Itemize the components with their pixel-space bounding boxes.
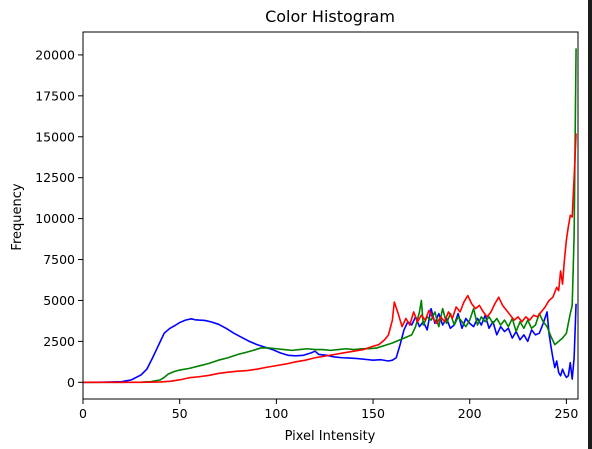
x-tick-label: 50 <box>172 406 188 421</box>
y-tick-label: 7500 <box>43 252 75 267</box>
y-ticks: 0 2500 5000 7500 10000 12500 15000 17500 20000 <box>35 47 83 390</box>
red-channel-line <box>83 133 577 384</box>
window-edge <box>588 0 592 449</box>
y-tick-label: 17500 <box>35 88 75 103</box>
x-tick-label: 150 <box>361 406 385 421</box>
y-tick-label: 2500 <box>43 334 75 349</box>
green-channel-line <box>83 48 577 384</box>
chart-title: Color Histogram <box>265 7 395 26</box>
x-tick-label: 200 <box>458 406 482 421</box>
plot-frame <box>82 31 579 400</box>
y-tick-label: 12500 <box>35 170 75 185</box>
blue-channel-line <box>82 303 577 384</box>
x-axis-label: Pixel Intensity <box>285 429 376 444</box>
y-tick-label: 5000 <box>43 293 75 308</box>
x-tick-label: 0 <box>79 406 87 421</box>
y-tick-label: 0 <box>67 375 75 390</box>
series-layer <box>82 48 577 384</box>
x-tick-label: 100 <box>264 406 288 421</box>
x-ticks: 0 50 100 150 200 250 <box>79 399 578 421</box>
y-tick-label: 20000 <box>35 47 75 62</box>
y-tick-label: 10000 <box>35 211 75 226</box>
y-tick-label: 15000 <box>35 129 75 144</box>
y-axis-label: Frequency <box>10 183 25 250</box>
x-tick-label: 250 <box>554 406 578 421</box>
